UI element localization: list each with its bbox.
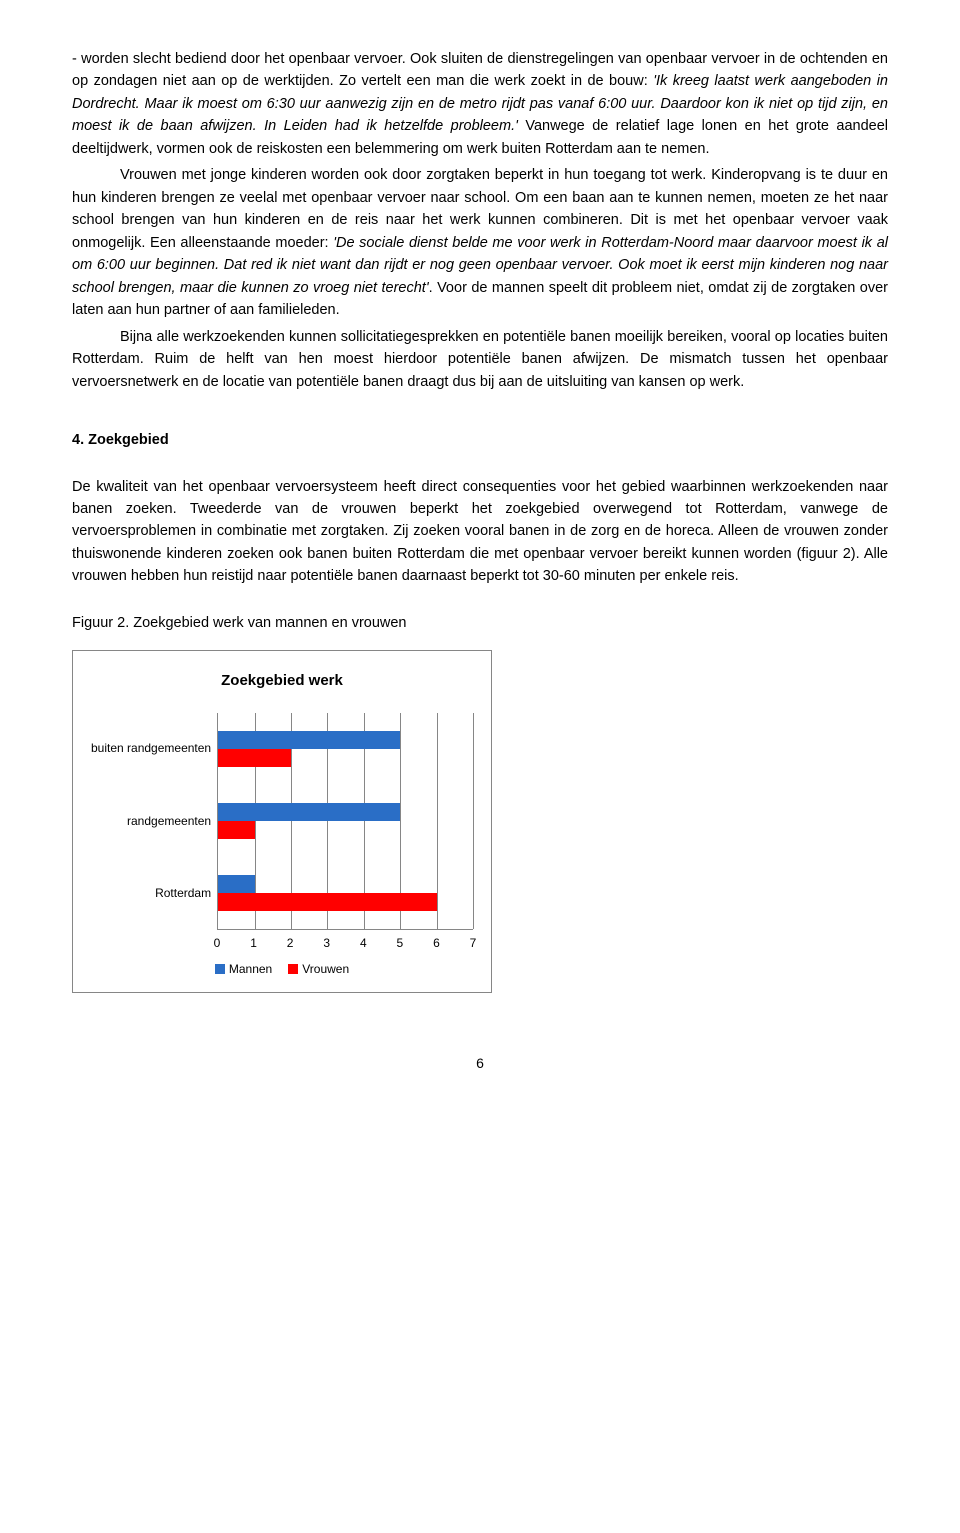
chart-x-tick: 4 [360, 934, 367, 953]
chart-gridline [437, 713, 438, 929]
chart-x-tick: 0 [214, 934, 221, 953]
chart-legend-label: Mannen [229, 960, 272, 979]
chart-y-label: Rotterdam [91, 857, 211, 929]
chart-body: buiten randgemeentenrandgemeentenRotterd… [91, 713, 473, 930]
chart-y-labels: buiten randgemeentenrandgemeentenRotterd… [91, 713, 217, 930]
paragraph-2: Vrouwen met jonge kinderen worden ook do… [72, 164, 888, 321]
chart-x-tick: 6 [433, 934, 440, 953]
chart-legend-item: Vrouwen [288, 960, 349, 979]
chart-x-tick: 7 [470, 934, 477, 953]
chart-gridline [473, 713, 474, 929]
paragraph-1: - worden slecht bediend door het openbaa… [72, 48, 888, 160]
paragraph-4: De kwaliteit van het openbaar vervoersys… [72, 476, 888, 588]
chart-legend-label: Vrouwen [302, 960, 349, 979]
chart-plot-area [217, 713, 473, 930]
chart-x-spacer [91, 934, 217, 952]
chart-x-axis: 01234567 [91, 934, 473, 952]
chart-bar [218, 749, 291, 767]
paragraph-3: Bijna alle werkzoekenden kunnen sollicit… [72, 326, 888, 393]
chart-x-tick: 3 [323, 934, 330, 953]
chart-y-label: randgemeenten [91, 785, 211, 857]
chart-bar [218, 893, 436, 911]
chart-legend-swatch [215, 964, 225, 974]
section-title: 4. Zoekgebied [72, 429, 888, 451]
chart-x-tick: 1 [250, 934, 257, 953]
page-number: 6 [72, 1053, 888, 1075]
chart-container: Zoekgebied werk buiten randgemeentenrand… [72, 650, 492, 993]
chart-legend: Mannen Vrouwen [91, 960, 473, 979]
chart-y-label: buiten randgemeenten [91, 713, 211, 785]
chart-legend-swatch [288, 964, 298, 974]
chart-legend-item: Mannen [215, 960, 272, 979]
chart-bar [218, 803, 400, 821]
chart-x-ticks: 01234567 [217, 934, 473, 952]
chart-x-tick: 5 [397, 934, 404, 953]
page: - worden slecht bediend door het openbaa… [0, 0, 960, 1115]
chart-title: Zoekgebied werk [91, 669, 473, 692]
chart-bar [218, 731, 400, 749]
chart-x-tick: 2 [287, 934, 294, 953]
figure-caption: Figuur 2. Zoekgebied werk van mannen en … [72, 612, 888, 634]
chart-bar [218, 821, 254, 839]
chart-bar [218, 875, 254, 893]
